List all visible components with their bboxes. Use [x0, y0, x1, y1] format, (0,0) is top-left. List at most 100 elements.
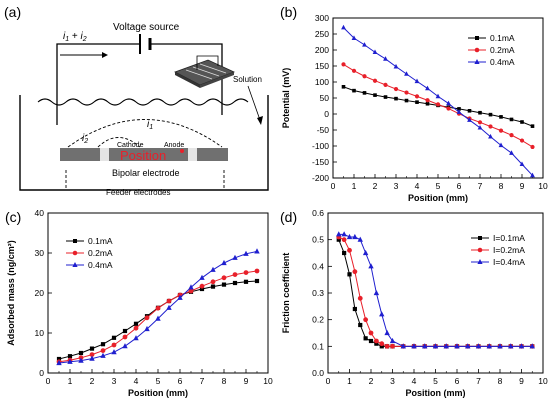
data-point [341, 237, 347, 243]
current-path-i1 [67, 119, 223, 148]
legend-label: 0.4mA [490, 57, 515, 67]
data-point [199, 286, 205, 292]
data-point [477, 259, 483, 264]
feeder-path [65, 170, 225, 191]
y-tick-label: 100 [315, 77, 329, 87]
series [336, 231, 535, 349]
data-point [100, 342, 106, 347]
data-point [100, 352, 106, 358]
data-point [379, 344, 384, 349]
x-tick-label: 1 [347, 376, 352, 386]
y-tick-label: 0.0 [312, 368, 324, 378]
data-point [530, 124, 535, 128]
data-point [210, 279, 216, 285]
legend-label: 0.2mA [88, 248, 113, 258]
y-tick-label: 0.5 [312, 235, 324, 245]
data-point [352, 233, 358, 240]
data-point [221, 259, 227, 266]
data-point [362, 91, 367, 95]
y-tick-label: -200 [312, 173, 329, 183]
data-point [488, 133, 493, 139]
data-point [368, 263, 374, 269]
x-tick-label: 7 [478, 181, 483, 191]
data-point [456, 109, 462, 114]
data-point [368, 338, 374, 344]
data-point [210, 284, 216, 289]
data-point [166, 298, 172, 304]
x-tick-label: 8 [498, 376, 503, 386]
data-point [488, 124, 493, 129]
data-point [78, 357, 84, 363]
solution-pointer [247, 85, 261, 121]
data-point [383, 82, 388, 87]
chip-icon [174, 55, 236, 88]
data-point [368, 330, 374, 336]
y-tick-label: -150 [312, 157, 329, 167]
data-point [362, 74, 367, 79]
data-point [393, 86, 399, 92]
data-point [446, 106, 451, 111]
data-point [122, 328, 128, 334]
data-point [373, 289, 380, 296]
x-tick-label: 8 [222, 376, 227, 386]
y-tick-label: 300 [315, 13, 329, 23]
x-tick-label: 2 [90, 376, 95, 386]
data-point [341, 231, 347, 237]
data-point [379, 341, 385, 347]
data-point [509, 117, 514, 122]
legend: 0.1mA 0.2mA 0.4mA [66, 236, 113, 270]
data-point [432, 343, 439, 349]
data-point [477, 124, 483, 130]
panel-label: (c) [5, 209, 21, 225]
data-point [100, 348, 106, 353]
data-point [342, 250, 347, 256]
x-tick-label: 2 [369, 376, 374, 386]
data-point [352, 88, 356, 93]
data-point [435, 102, 441, 107]
data-point [362, 249, 369, 256]
data-point [497, 343, 503, 349]
x-tick-label: 0 [46, 376, 51, 386]
series [341, 62, 535, 150]
data-point [221, 282, 227, 287]
data-point [499, 115, 503, 119]
data-point [411, 343, 417, 349]
y-tick-label: 50 [320, 93, 330, 103]
x-tick-label: 5 [156, 376, 161, 386]
i1-label: i1 [147, 119, 153, 131]
data-point [478, 236, 482, 240]
data-point [336, 237, 341, 242]
data-point [122, 343, 128, 349]
data-point [519, 161, 525, 167]
y-tick-label: 0 [39, 368, 44, 378]
x-tick-label: 9 [520, 181, 525, 191]
x-tick-label: 10 [538, 181, 548, 191]
y-axis-label: Potential (mV) [281, 68, 291, 129]
data-point [486, 343, 492, 349]
series [341, 24, 535, 178]
data-point [352, 269, 358, 275]
friction-chart: (d) 0 1 2 3 4 5 6 7 8 9 10 Position (mm) 0.0 0.1 0.2 0.3… [280, 208, 548, 398]
data-point [394, 96, 398, 101]
data-point [78, 350, 84, 356]
data-point [199, 283, 205, 289]
y-axis-label: Friction coefficient [281, 253, 291, 334]
data-point [425, 98, 430, 103]
data-point [254, 278, 260, 284]
y-tick-label: 0.4 [312, 261, 324, 271]
data-point [518, 343, 525, 349]
y-tick-label: 250 [315, 29, 329, 39]
x-tick-label: 6 [178, 376, 183, 386]
x-tick-label: 4 [134, 376, 139, 386]
data-point [243, 270, 249, 275]
legend-label: 0.1mA [490, 33, 515, 43]
data-point [363, 317, 369, 323]
data-point [393, 63, 399, 69]
data-point [383, 56, 388, 61]
data-point [363, 336, 368, 341]
data-point [390, 343, 395, 349]
data-point [383, 95, 388, 99]
data-point [221, 275, 227, 281]
schematic-panel: (a) Voltage source i1 + i2 Solution i1 i… [4, 4, 269, 197]
data-point [254, 248, 260, 254]
